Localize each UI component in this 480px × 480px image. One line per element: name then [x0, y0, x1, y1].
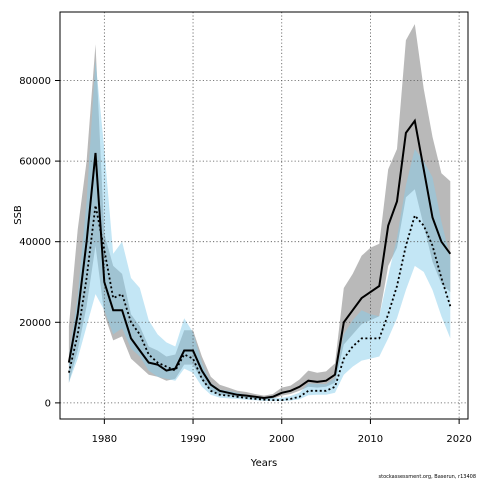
x-tick-label: 2010: [358, 434, 383, 445]
series-line-solid: [67, 118, 452, 400]
x-tick-label: 2020: [446, 434, 471, 445]
series-lines: [67, 118, 452, 402]
x-axis-title: Years: [250, 458, 277, 469]
plot-frame: [59, 11, 469, 420]
credit-text: stockassessment.org, Baserun, r13408: [379, 474, 477, 480]
x-tick-label: 1990: [180, 434, 205, 445]
y-axis-title: SSB: [13, 205, 24, 225]
y-tick-label: 20000: [19, 318, 51, 329]
series-line-dotted: [68, 205, 452, 402]
y-tick-label: 0: [45, 398, 51, 409]
x-axis-ticks: 1980 1990 2000 2010 2020: [92, 419, 472, 445]
x-tick-label: 1980: [92, 434, 117, 445]
x-tick-label: 2000: [269, 434, 294, 445]
grid-lines: [60, 12, 468, 419]
y-tick-label: 80000: [19, 76, 51, 87]
y-tick-label: 60000: [19, 157, 51, 168]
y-tick-label: 40000: [19, 237, 51, 248]
y-axis-ticks: 0 20000 40000 60000 80000: [19, 76, 60, 409]
